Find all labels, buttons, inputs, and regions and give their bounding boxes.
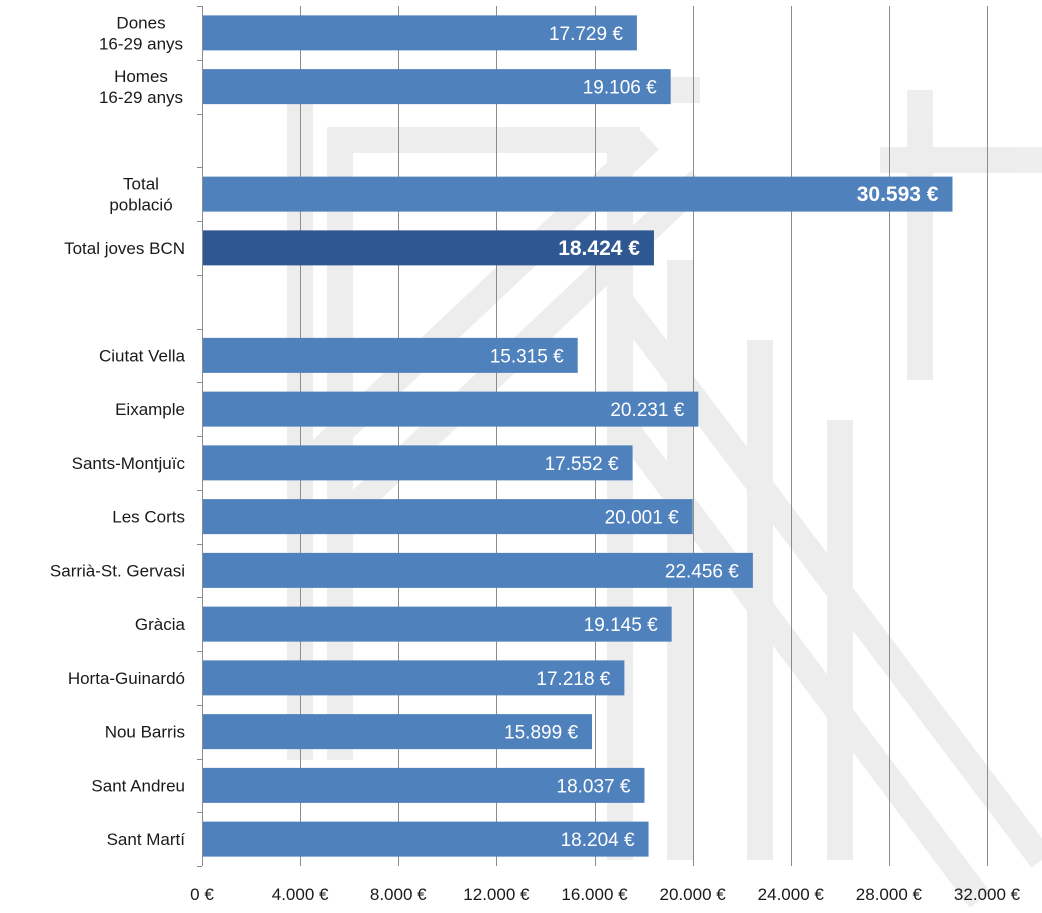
category-label: Dones	[116, 13, 165, 32]
bar-value-label: 17.552 €	[545, 454, 619, 475]
bar	[203, 69, 671, 105]
bar	[203, 660, 625, 696]
category-label: 16-29 anys	[99, 88, 183, 107]
bar	[203, 552, 753, 588]
bar-value-label: 18.037 €	[557, 776, 631, 797]
bar	[203, 499, 693, 535]
bar-value-label: 19.106 €	[583, 78, 657, 99]
bar-value-label: 17.218 €	[536, 669, 610, 690]
bar-value-label: 22.456 €	[665, 561, 739, 582]
bar	[203, 714, 593, 750]
x-tick-label: 32.000 €	[954, 885, 1021, 904]
bar-value-label: 20.231 €	[610, 400, 684, 421]
category-label: Ciutat Vella	[99, 346, 186, 365]
bar	[203, 606, 672, 642]
bar-value-label: 15.899 €	[504, 723, 578, 744]
bar	[203, 230, 654, 266]
category-label: Sant Andreu	[91, 776, 185, 795]
bar-value-label: 19.145 €	[584, 615, 658, 636]
bar-value-label: 18.204 €	[561, 830, 635, 851]
category-label: Les Corts	[112, 508, 185, 527]
bar-value-label: 17.729 €	[549, 24, 623, 45]
category-label: Sarrià-St. Gervasi	[50, 561, 185, 580]
bar-value-label: 20.001 €	[605, 508, 679, 529]
category-label: Sants-Montjuïc	[72, 454, 186, 473]
bar	[203, 821, 649, 857]
x-tick-label: 12.000 €	[463, 885, 530, 904]
x-tick-label: 20.000 €	[660, 885, 727, 904]
category-label: població	[109, 196, 172, 215]
x-tick-label: 8.000 €	[370, 885, 427, 904]
x-tick-label: 0 €	[190, 885, 214, 904]
category-label: Sant Martí	[107, 830, 186, 849]
x-tick-label: 4.000 €	[272, 885, 329, 904]
bar-value-label: 30.593 €	[857, 183, 939, 206]
category-label: Nou Barris	[105, 723, 185, 742]
category-label: Gràcia	[135, 615, 186, 634]
bar-value-label: 18.424 €	[558, 237, 640, 260]
bar-value-label: 15.315 €	[490, 346, 564, 367]
bar	[203, 15, 637, 51]
bar	[203, 445, 633, 481]
bar	[203, 767, 645, 803]
category-label: Horta-Guinardó	[68, 669, 185, 688]
x-tick-label: 28.000 €	[856, 885, 923, 904]
category-label: Homes	[114, 67, 168, 86]
bar	[203, 337, 578, 373]
category-label: 16-29 anys	[99, 34, 183, 53]
bar	[203, 176, 953, 212]
x-tick-label: 24.000 €	[758, 885, 825, 904]
x-tick-label: 16.000 €	[561, 885, 628, 904]
category-label: Eixample	[115, 400, 185, 419]
bar	[203, 391, 699, 427]
category-label: Total joves BCN	[64, 239, 185, 258]
category-label: Total	[123, 175, 159, 194]
